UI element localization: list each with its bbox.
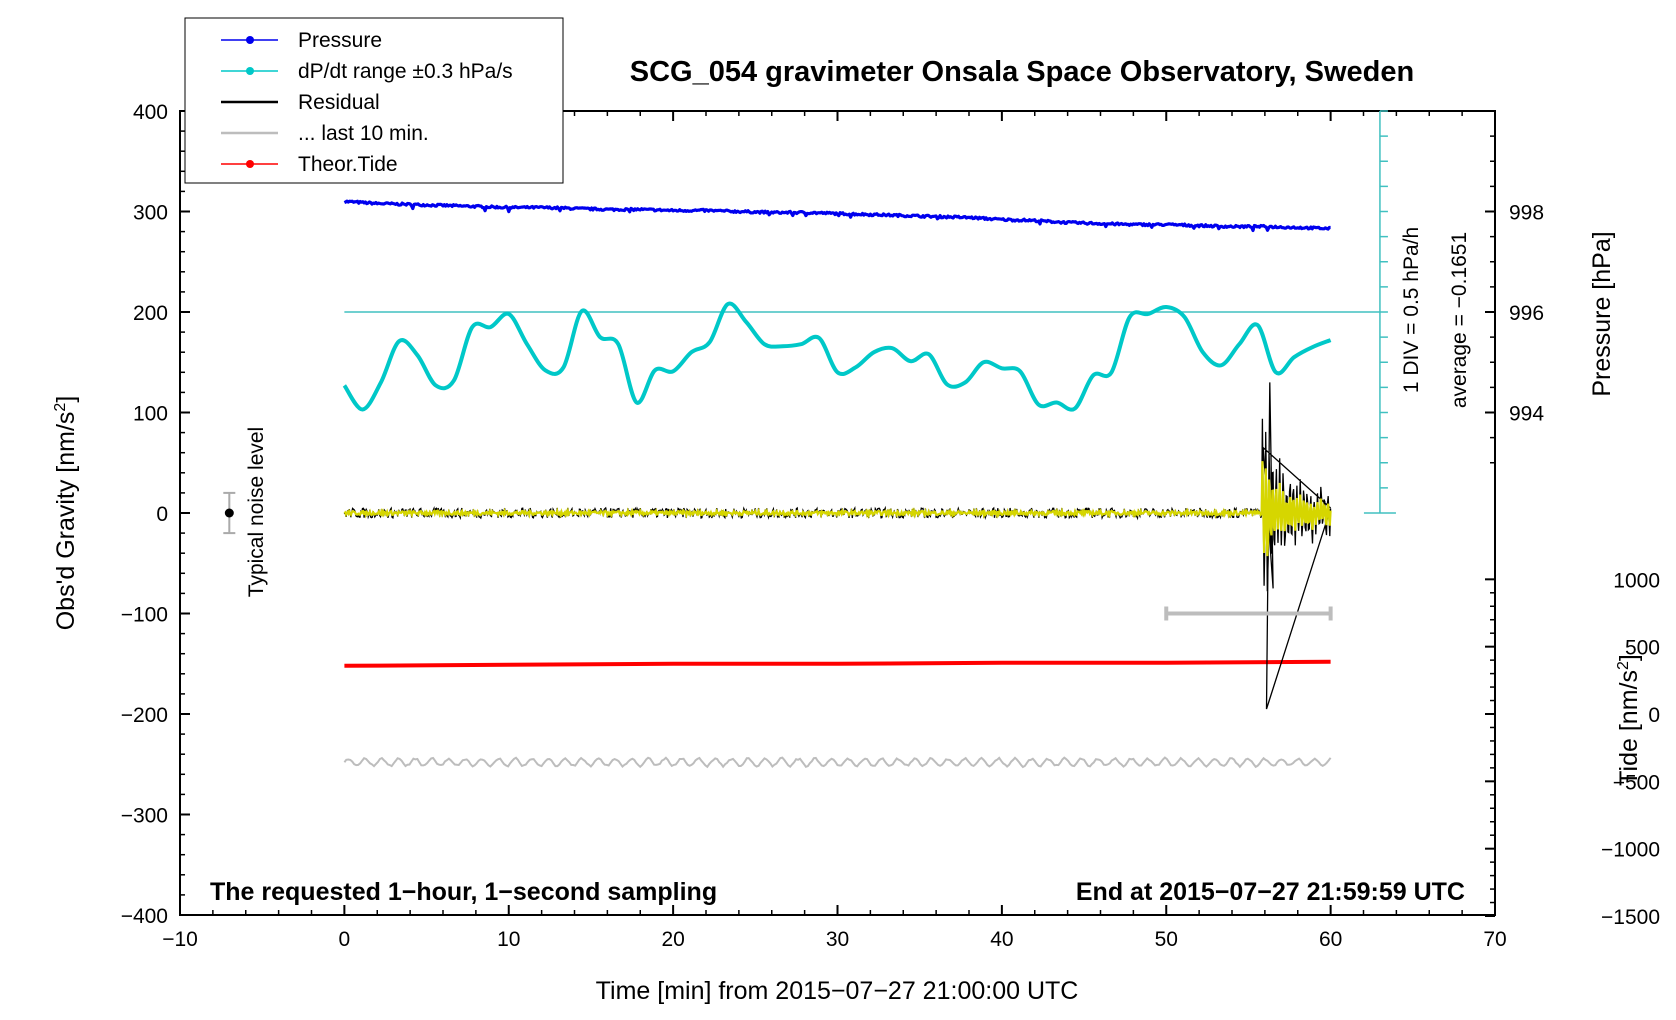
y-axis-label-tide: Tide [nm/s2]: [1615, 654, 1643, 786]
noise-dot: [224, 508, 234, 518]
x-axis-label: Time [min] from 2015−07−27 21:00:00 UTC: [596, 977, 1079, 1005]
legend-label: dP/dt range ±0.3 hPa/s: [298, 60, 513, 83]
y-tick-label: −300: [121, 805, 168, 828]
series-layer: [342, 199, 1380, 769]
annotation-sampling: The requested 1−hour, 1−second sampling: [210, 878, 717, 906]
y-tick-label: 300: [133, 202, 168, 225]
x-tick-label: 30: [826, 928, 849, 951]
series-pressure: [343, 199, 1331, 233]
x-tick-label: 60: [1319, 928, 1342, 951]
y-tick-label: 200: [133, 302, 168, 325]
legend: Pressure dP/dt range ±0.3 hPa/s Residual..…: [221, 29, 513, 176]
annotation-end-time: End at 2015−07−27 21:59:59 UTC: [1076, 878, 1465, 906]
y-tick-label: −200: [121, 704, 168, 727]
y-tick-label: 100: [133, 403, 168, 426]
y-axis-label-tide-end: ]: [1615, 654, 1643, 661]
y-axis-right-pressure: 998 996 994: [1485, 135, 1544, 464]
noise-level-label: Typical noise level: [245, 427, 268, 597]
x-tick-label: 20: [661, 928, 684, 951]
series-residual-smoothed: [343, 461, 1332, 557]
tide-tick-label: −1000: [1601, 839, 1660, 862]
chart-title: SCG_054 gravimeter Onsala Space Observat…: [630, 56, 1414, 88]
y-axis-label-tide-sup: 2: [1615, 661, 1632, 670]
legend-label: ... last 10 min.: [298, 122, 429, 145]
y-axis-label-tide-main: Tide [nm/s: [1615, 670, 1643, 786]
x-axis: −10 0 10 20 30 40 50 60 70: [162, 111, 1507, 951]
y-tick-label: −100: [121, 604, 168, 627]
tide-tick-label: −1500: [1601, 906, 1660, 929]
y-axis-left: 400 300 200 100 0 −100 −200 −300 −400: [121, 101, 190, 928]
y-tick-label: 400: [133, 101, 168, 124]
dpdt-scale-label: 1 DIV = 0.5 hPa/h: [1400, 227, 1423, 393]
tide-tick-label: −500: [1613, 771, 1660, 794]
y-axis-label-pressure: Pressure [hPa]: [1588, 231, 1616, 396]
legend-marker: [246, 67, 254, 75]
tide-tick-label: 500: [1625, 637, 1660, 660]
y-axis-label-left-end: ]: [52, 396, 80, 403]
y-tick-label: 0: [156, 503, 168, 526]
pressure-tick-label: 996: [1509, 302, 1544, 325]
x-tick-label: 70: [1483, 928, 1506, 951]
legend-box: [184, 17, 564, 184]
y-tick-label: −400: [121, 905, 168, 928]
last-10-min-bar: [1164, 606, 1333, 621]
legend-label: Residual: [298, 91, 380, 114]
tide-tick-label: 1000: [1613, 569, 1660, 592]
x-tick-label: 0: [339, 928, 351, 951]
legend-label: Theor.Tide: [298, 153, 398, 176]
legend-marker: [246, 36, 254, 44]
dpdt-scale-bar: [1363, 110, 1396, 514]
x-tick-label: 40: [990, 928, 1013, 951]
y-axis-right-tide: 1000 500 0 −500 −1000 −1500: [1485, 569, 1660, 929]
pressure-tick-label: 994: [1509, 403, 1544, 426]
series-theor-tide: [344, 659, 1331, 668]
x-tick-label: 10: [497, 928, 520, 951]
dpdt-average-label: average = −0.1651: [1448, 232, 1471, 408]
y-axis-label-left: Obs'd Gravity [nm/s2]: [52, 396, 80, 631]
x-tick-label: 50: [1155, 928, 1178, 951]
series-last-10-min: [343, 756, 1332, 769]
legend-marker: [246, 160, 254, 168]
x-tick-label: −10: [162, 928, 198, 951]
series-dpdt: [342, 301, 1332, 412]
series-residual: [343, 382, 1332, 710]
legend-label: Pressure: [298, 29, 382, 52]
noise-level-marker: [223, 491, 236, 535]
pressure-tick-label: 998: [1509, 202, 1544, 225]
y-axis-label-left-main: Obs'd Gravity [nm/s: [52, 412, 80, 631]
y-axis-label-left-sup: 2: [52, 403, 69, 412]
tide-tick-label: 0: [1648, 704, 1660, 727]
